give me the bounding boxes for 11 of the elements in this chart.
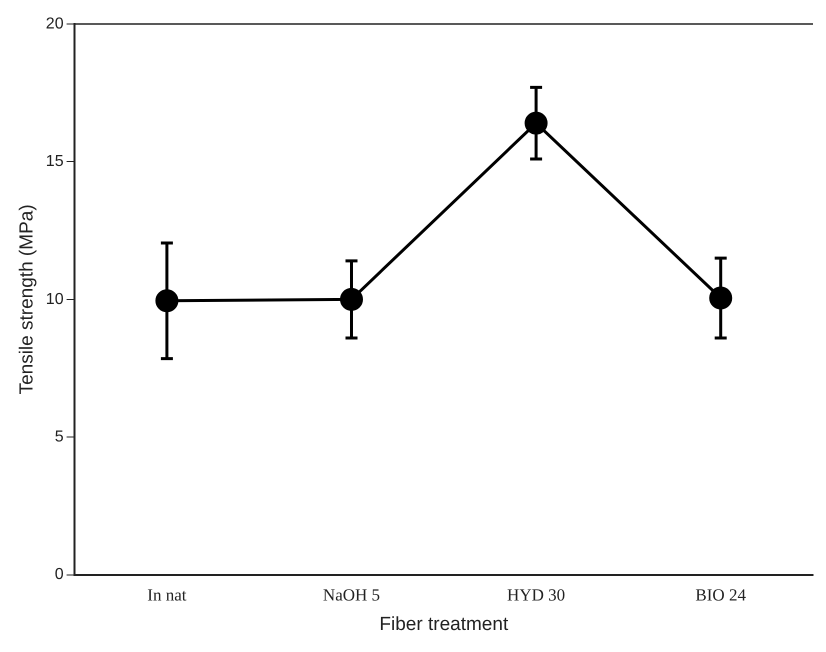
y-tick-label: 0: [54, 566, 64, 584]
x-axis-title: Fiber treatment: [379, 614, 509, 635]
x-tick-label: NaOH 5: [322, 585, 380, 604]
x-tick-label: BIO 24: [695, 585, 746, 604]
y-axis-title: Tensile strength (MPa): [16, 204, 38, 394]
x-tick-label: HYD 30: [507, 585, 566, 604]
y-tick-label: 5: [54, 428, 64, 446]
y-tick-label: 15: [46, 153, 64, 170]
y-tick-label: 10: [46, 290, 64, 308]
y-tick-label: 20: [46, 15, 64, 32]
x-tick-label: In nat: [147, 585, 187, 604]
